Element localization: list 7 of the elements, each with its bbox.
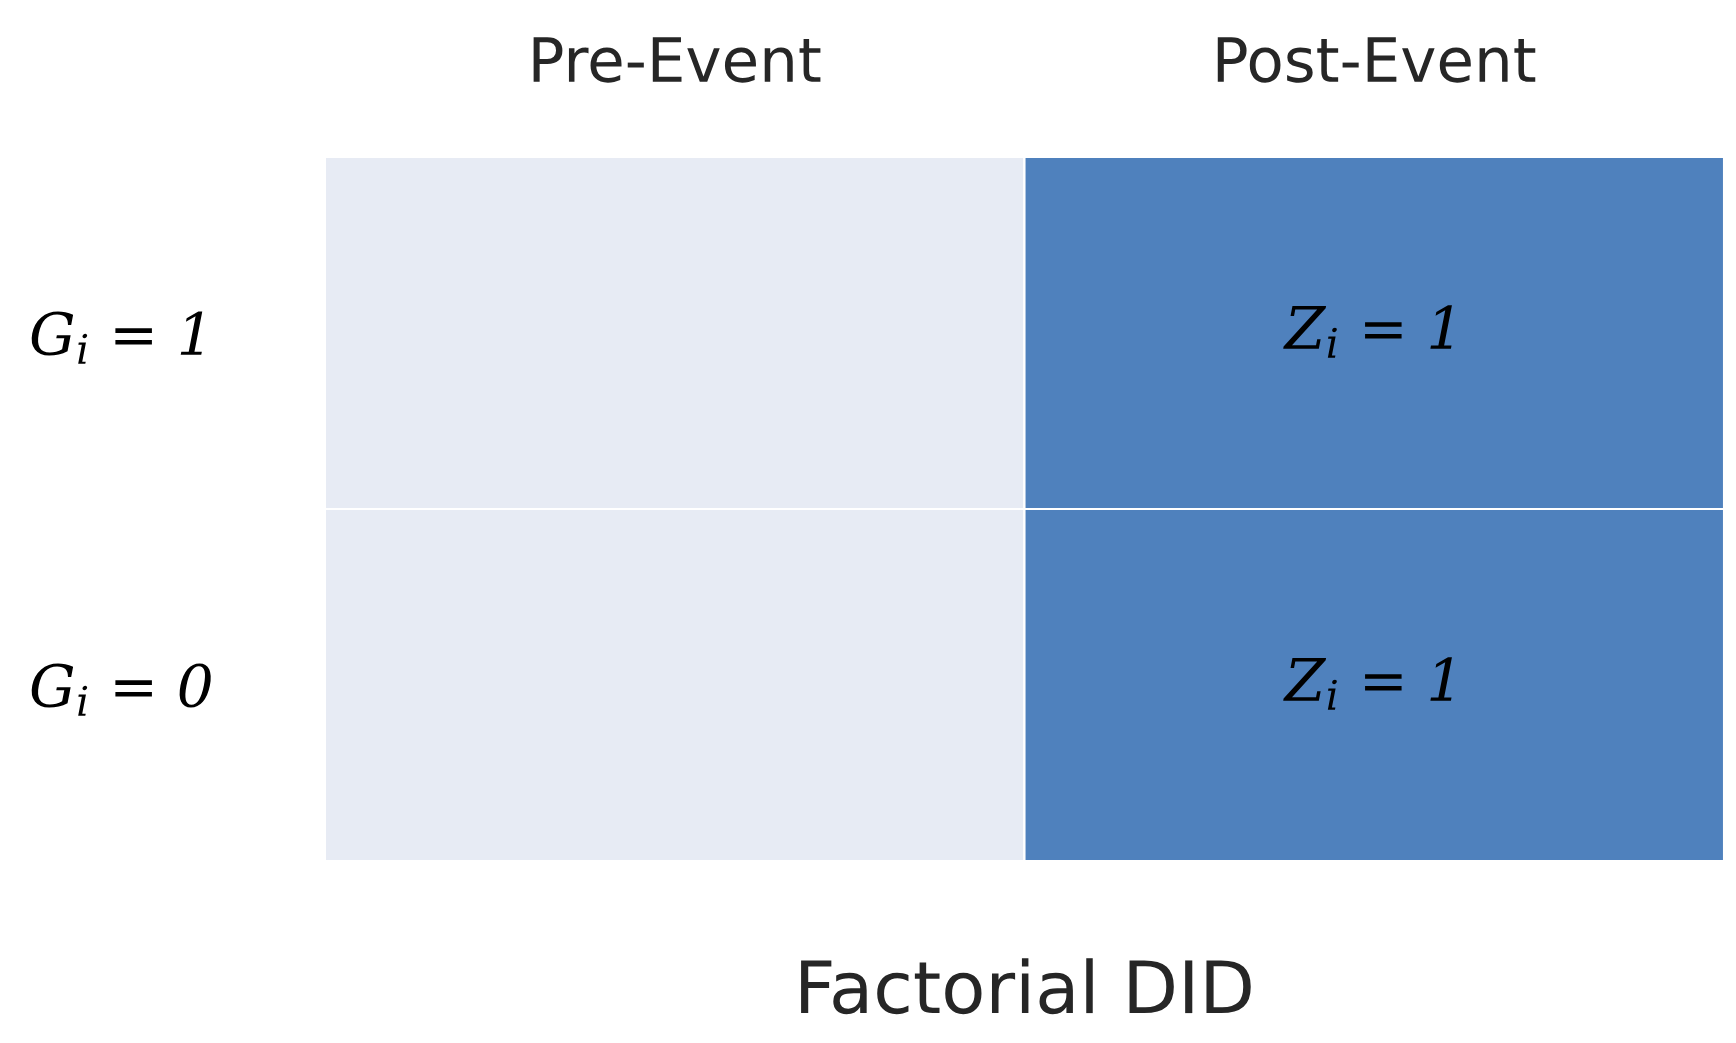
y-tick-label: G$_{i}$ = 1 bbox=[31, 311, 203, 364]
y-tick-label: G$_{i}$ = 0 bbox=[31, 663, 211, 716]
x-tick-label: Post-Event bbox=[1217, 37, 1536, 83]
x-tick-label: Pre-Event bbox=[533, 37, 821, 83]
data-label: Z$_{i}$ = 1 bbox=[1283, 305, 1452, 358]
data-label: Z$_{i}$ = 1 bbox=[1283, 657, 1452, 710]
text: Factorial DID bbox=[801, 958, 1251, 1015]
